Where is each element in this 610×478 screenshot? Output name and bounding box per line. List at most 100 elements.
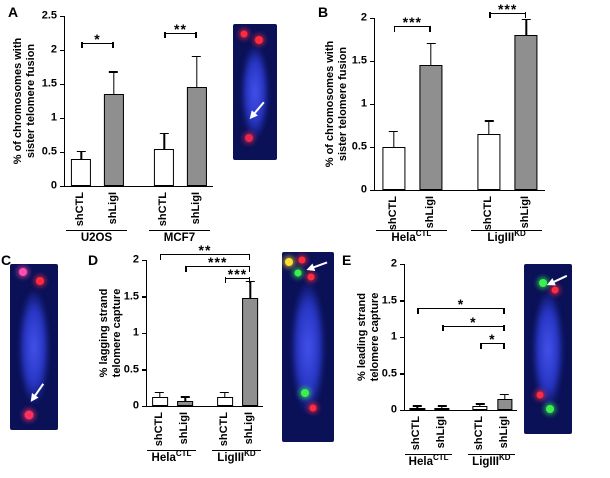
bar-shligi	[177, 400, 194, 406]
error-bar	[159, 132, 169, 149]
bar-shctl	[154, 148, 175, 186]
y-tick-label: 0.5	[381, 367, 397, 379]
group-label: MCF7	[148, 230, 211, 244]
group-label: HelaCTL	[375, 229, 447, 244]
error-bar	[76, 151, 86, 159]
bar-shctl	[409, 407, 425, 410]
y-tick-label: 1.5	[381, 294, 397, 306]
bar-shligi	[497, 399, 513, 410]
group-label-text: Hela	[391, 232, 416, 244]
x-tick-label: shCTL	[217, 412, 230, 447]
telomere-dot	[255, 36, 264, 45]
error-bar-cap	[426, 42, 436, 45]
plot-area: 0 0.5 1 1.5 2 *** ***	[352, 2, 545, 195]
significance-stars: *	[489, 331, 496, 348]
y-tick-label: 0	[390, 403, 397, 416]
x-axis-labels: shCTL shLigI shCTL shLigI	[404, 410, 516, 452]
telomere-dot	[35, 276, 44, 285]
bar-shligi	[419, 65, 443, 190]
y-tick-label: 0.5	[123, 363, 139, 375]
telomere-dot	[301, 388, 310, 397]
y-axis-label: % of chromosomes with sister telomere fu…	[12, 16, 40, 186]
error-bar-cap	[412, 405, 422, 407]
y-tick-mark	[60, 15, 65, 17]
error-bar	[521, 18, 531, 36]
bar-shligi	[434, 407, 450, 410]
significance-stars: ***	[227, 265, 248, 282]
y-tick-label: 0	[50, 179, 57, 192]
error-bar-cap	[245, 280, 255, 283]
panel-letter-e: E	[342, 252, 352, 268]
bar-shligi	[103, 94, 124, 186]
bar-shctl	[472, 406, 488, 410]
x-tick-label: shCTL	[473, 416, 486, 451]
chromosome-blob	[236, 30, 274, 154]
significance-stars: *	[457, 296, 465, 313]
group-label: LigIIIKD	[468, 454, 515, 468]
group-label-superscript: CTL	[175, 449, 192, 459]
telomere-dot	[240, 30, 248, 38]
y-axis-label-line2: sister telomere fusion	[25, 43, 37, 159]
bar-shctl	[216, 397, 233, 406]
significance-bracket: **	[159, 243, 251, 261]
error-bar	[109, 71, 119, 95]
x-tick-label: shLigI	[434, 416, 447, 449]
error-bar	[155, 391, 165, 398]
significance-stars: ***	[208, 254, 228, 271]
telomere-dot	[551, 286, 559, 293]
y-tick-label: 2	[390, 257, 397, 270]
bar-shctl	[71, 158, 92, 186]
y-tick-mark	[400, 263, 405, 265]
y-tick-mark	[60, 83, 65, 85]
error-bar-cap	[180, 396, 190, 398]
significance-stars: *	[470, 313, 477, 330]
y-tick-mark	[370, 103, 375, 105]
group-labels: U2OS MCF7	[64, 230, 212, 254]
bar-shctl	[477, 134, 501, 190]
x-tick-label: shCTL	[410, 416, 423, 451]
telomere-dot	[307, 273, 315, 281]
error-bar-cap	[159, 132, 169, 135]
error-bar	[245, 280, 255, 298]
error-bar-cap	[500, 393, 510, 396]
significance-stars: **	[174, 20, 187, 37]
y-axis-label-line2: telomere capture	[111, 288, 123, 378]
y-tick-mark	[142, 369, 147, 371]
y-tick-label: 1.5	[41, 77, 57, 90]
y-tick-label: 0.5	[41, 145, 57, 158]
x-tick-label: shLigI	[189, 192, 202, 225]
y-tick-label: 1	[132, 326, 139, 339]
group-label-text: U2OS	[80, 232, 113, 244]
group-label-text: LigIII	[487, 232, 515, 244]
group-label-text: MCF7	[163, 232, 196, 244]
error-bar-cap	[521, 18, 531, 21]
y-tick-label: 0	[132, 399, 139, 412]
telomere-dot	[244, 134, 253, 143]
error-bar-cap	[192, 55, 202, 58]
micro-image-e	[524, 264, 572, 434]
panel-letter-d: D	[88, 252, 99, 268]
y-tick-mark	[370, 189, 375, 191]
group-label: U2OS	[65, 230, 128, 244]
x-tick-label: shCTL	[152, 412, 165, 447]
y-tick-mark	[370, 60, 375, 62]
y-tick-mark	[60, 151, 65, 153]
x-tick-label: shLigI	[424, 196, 437, 229]
y-tick-mark	[142, 405, 147, 407]
telomere-dot	[285, 257, 294, 266]
y-axis-label-line1: % of chromosomes with	[12, 37, 24, 165]
micro-image-a	[233, 24, 277, 160]
y-axis-label-line1: % lagging strand	[98, 288, 110, 378]
y-tick-label: 1	[50, 111, 57, 124]
y-tick-mark	[400, 373, 405, 375]
panel-letter-c: C	[1, 252, 12, 268]
telomere-dot	[19, 268, 28, 277]
error-bar-cap	[109, 71, 119, 73]
y-tick-mark	[142, 259, 147, 261]
y-axis-label: % leading strand telomere capture	[356, 264, 384, 410]
group-label-superscript: CTL	[415, 229, 432, 239]
bar-shctl	[151, 397, 168, 406]
group-label-text: LigIII	[217, 452, 245, 464]
error-bar	[412, 405, 422, 408]
error-bar	[475, 403, 485, 407]
